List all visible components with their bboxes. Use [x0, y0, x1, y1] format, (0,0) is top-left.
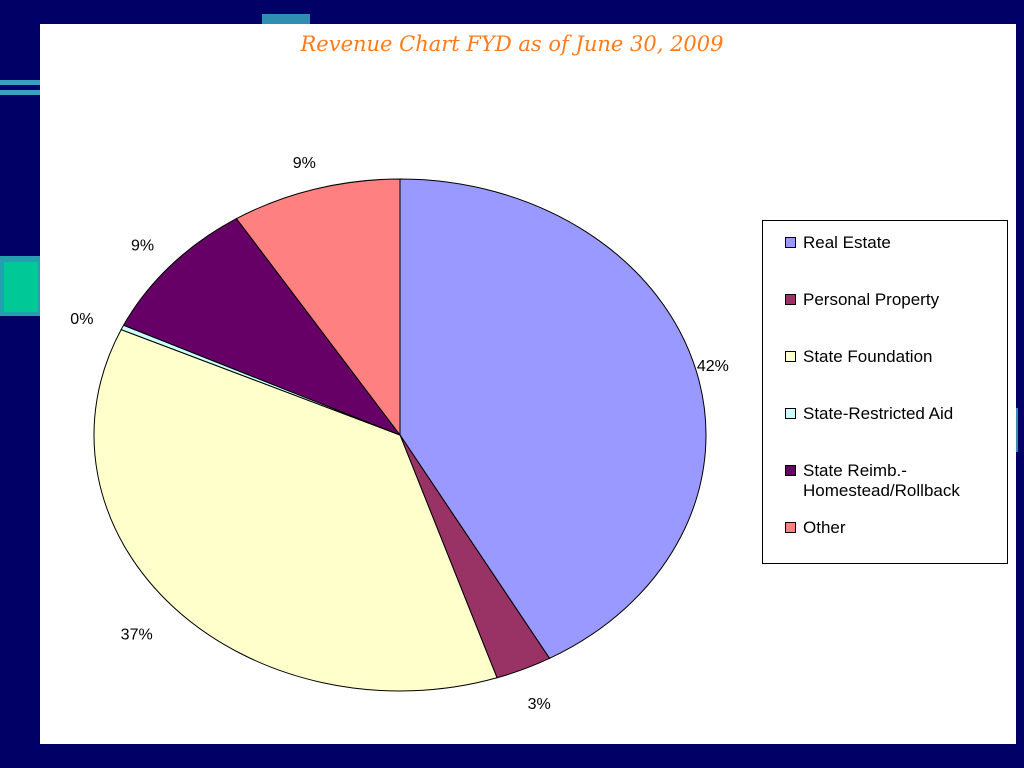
pie-slice: [93, 328, 498, 692]
data-label: 37%: [121, 626, 153, 643]
data-label: 0%: [70, 311, 93, 328]
legend-swatch: [785, 237, 796, 248]
data-label: 42%: [697, 358, 729, 375]
legend-label: Personal Property: [803, 290, 940, 309]
legend-label: State Foundation: [803, 347, 933, 366]
chart-legend: Real Estate Personal Property State Foun…: [762, 220, 1008, 564]
data-label: 3%: [528, 696, 551, 713]
legend-label: Other: [803, 518, 846, 537]
decorative-bar: [262, 14, 310, 24]
decorative-bar: [0, 80, 40, 85]
legend-item: Personal Property: [785, 290, 939, 310]
legend-label: State-Restricted Aid: [803, 404, 954, 423]
legend-swatch: [785, 465, 796, 476]
legend-item: State Foundation: [785, 347, 932, 367]
decorative-bar: [1014, 408, 1018, 452]
legend-item: Other: [785, 518, 846, 538]
chart-title: Revenue Chart FYD as of June 30, 2009: [300, 32, 724, 56]
chart-slide: Revenue Chart FYD as of June 30, 2009 42…: [40, 24, 1016, 744]
legend-swatch: [785, 351, 796, 362]
data-label: 9%: [131, 238, 154, 255]
legend-label: Real Estate: [803, 233, 891, 252]
legend-swatch: [785, 522, 796, 533]
legend-swatch: [785, 294, 796, 305]
pie-slice: [122, 217, 402, 437]
pie-slice: [235, 178, 401, 437]
pie-slice: [399, 178, 707, 659]
pie-chart: 42% 3% 37% 0% 9% 9%: [70, 155, 729, 713]
legend-label: State Reimb.- Homestead/Rollback: [803, 461, 960, 500]
decorative-bar: [0, 90, 40, 95]
legend-item: State Reimb.- Homestead/Rollback: [785, 461, 960, 501]
legend-item: State-Restricted Aid: [785, 404, 953, 424]
legend-item: Real Estate: [785, 233, 891, 253]
data-label: 9%: [293, 155, 316, 172]
decorative-square: [4, 262, 38, 312]
legend-swatch: [785, 408, 796, 419]
